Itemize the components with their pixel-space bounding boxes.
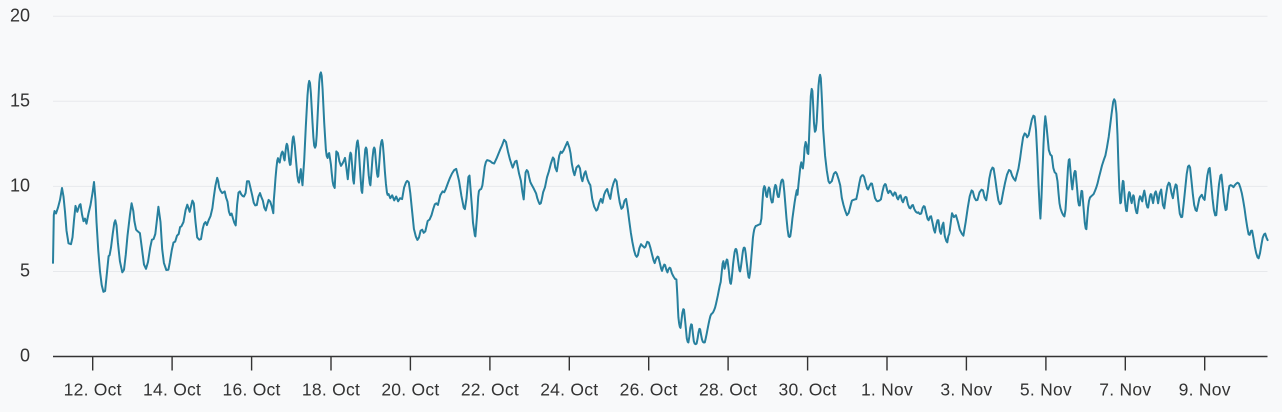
svg-text:1. Nov: 1. Nov — [861, 380, 913, 400]
svg-text:0: 0 — [20, 346, 30, 366]
svg-text:9. Nov: 9. Nov — [1179, 380, 1231, 400]
svg-text:12. Oct: 12. Oct — [64, 380, 122, 400]
svg-text:14. Oct: 14. Oct — [143, 380, 201, 400]
svg-text:18. Oct: 18. Oct — [302, 380, 360, 400]
svg-text:5: 5 — [20, 261, 30, 281]
svg-text:16. Oct: 16. Oct — [223, 380, 281, 400]
svg-text:24. Oct: 24. Oct — [540, 380, 598, 400]
svg-text:28. Oct: 28. Oct — [699, 380, 757, 400]
svg-text:26. Oct: 26. Oct — [620, 380, 678, 400]
svg-text:10: 10 — [10, 176, 30, 196]
svg-text:22. Oct: 22. Oct — [461, 380, 519, 400]
svg-text:7. Nov: 7. Nov — [1099, 380, 1151, 400]
svg-text:3. Nov: 3. Nov — [940, 380, 992, 400]
svg-text:15: 15 — [10, 91, 30, 111]
svg-text:20. Oct: 20. Oct — [381, 380, 439, 400]
svg-text:5. Nov: 5. Nov — [1020, 380, 1072, 400]
svg-text:20: 20 — [10, 5, 30, 25]
svg-text:30. Oct: 30. Oct — [779, 380, 837, 400]
